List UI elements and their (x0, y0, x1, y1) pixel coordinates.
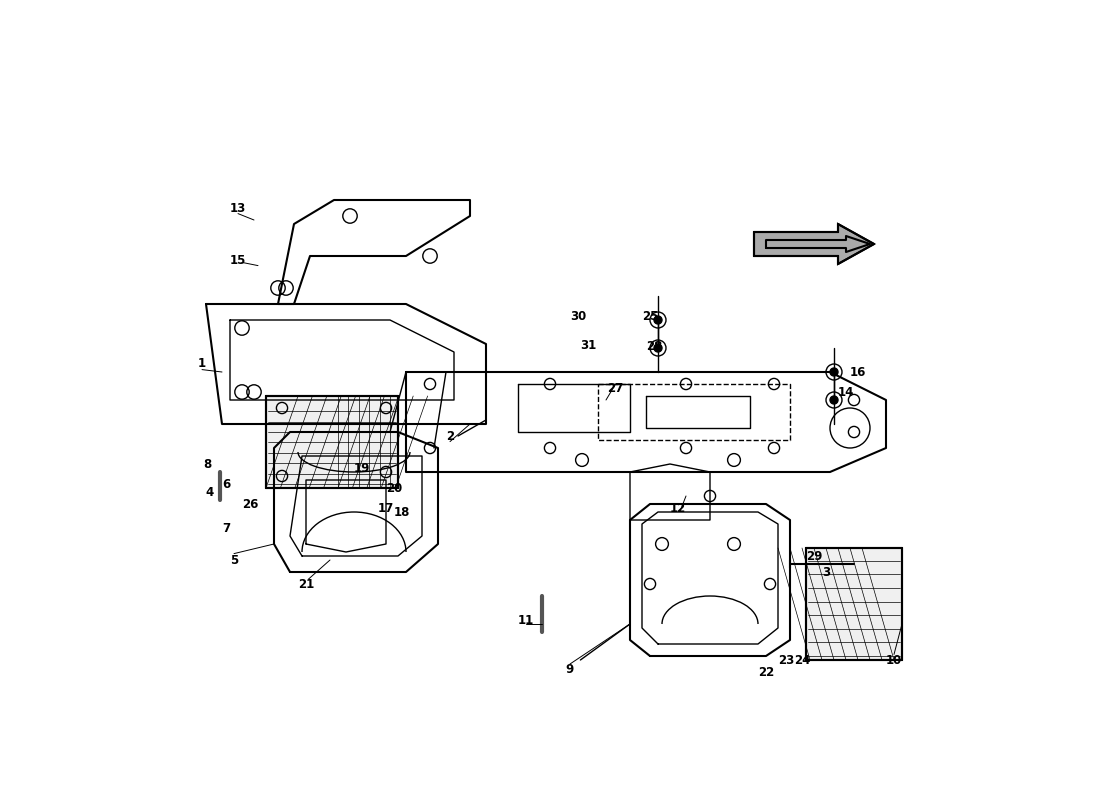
Text: 29: 29 (806, 550, 822, 562)
Text: 27: 27 (607, 382, 624, 394)
Text: 16: 16 (850, 366, 866, 378)
Polygon shape (806, 548, 902, 660)
Text: 2: 2 (446, 430, 454, 442)
Polygon shape (266, 396, 398, 488)
Text: 12: 12 (670, 502, 686, 514)
Text: 5: 5 (230, 554, 238, 566)
Text: 10: 10 (886, 654, 902, 666)
Circle shape (830, 368, 838, 376)
Circle shape (654, 316, 662, 324)
Text: 30: 30 (570, 310, 586, 322)
Text: 14: 14 (838, 386, 855, 398)
Text: 20: 20 (386, 482, 403, 494)
Text: 13: 13 (230, 202, 246, 214)
Text: 17: 17 (378, 502, 394, 514)
Text: 15: 15 (230, 254, 246, 266)
Text: 21: 21 (298, 578, 315, 590)
Text: 24: 24 (794, 654, 811, 666)
Text: 26: 26 (242, 498, 258, 510)
Text: 1: 1 (198, 358, 206, 370)
Text: 9: 9 (565, 663, 574, 676)
Text: 3: 3 (822, 566, 830, 578)
Text: 11: 11 (518, 614, 535, 626)
Text: 23: 23 (778, 654, 794, 666)
Text: 18: 18 (394, 506, 410, 518)
Text: 28: 28 (646, 340, 662, 353)
Text: 8: 8 (204, 458, 211, 470)
Circle shape (654, 344, 662, 352)
Circle shape (830, 396, 838, 404)
Polygon shape (754, 224, 875, 264)
Polygon shape (766, 236, 870, 252)
Text: 31: 31 (581, 339, 596, 352)
Text: 7: 7 (222, 522, 230, 534)
Text: 25: 25 (641, 310, 658, 322)
Text: 4: 4 (206, 486, 214, 498)
Text: 6: 6 (222, 478, 230, 490)
Text: 22: 22 (758, 666, 774, 678)
Text: 19: 19 (354, 462, 371, 474)
